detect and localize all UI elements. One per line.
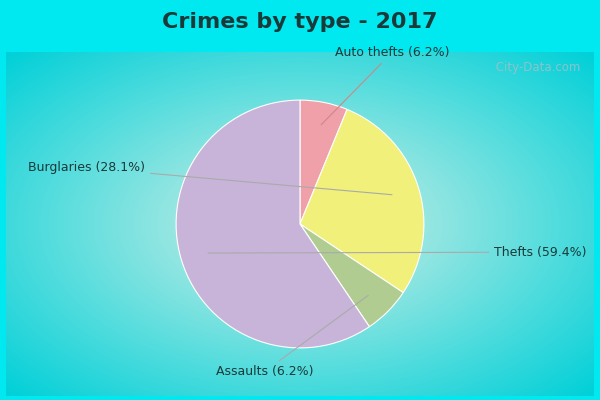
Wedge shape: [300, 109, 424, 292]
Text: Burglaries (28.1%): Burglaries (28.1%): [28, 161, 392, 195]
Text: Crimes by type - 2017: Crimes by type - 2017: [162, 12, 438, 32]
Wedge shape: [176, 100, 370, 348]
Wedge shape: [300, 100, 347, 224]
Wedge shape: [300, 224, 403, 327]
Text: Thefts (59.4%): Thefts (59.4%): [208, 246, 587, 259]
Text: Assaults (6.2%): Assaults (6.2%): [215, 296, 368, 378]
Text: City-Data.com: City-Data.com: [492, 62, 580, 74]
Text: Auto thefts (6.2%): Auto thefts (6.2%): [321, 46, 450, 125]
